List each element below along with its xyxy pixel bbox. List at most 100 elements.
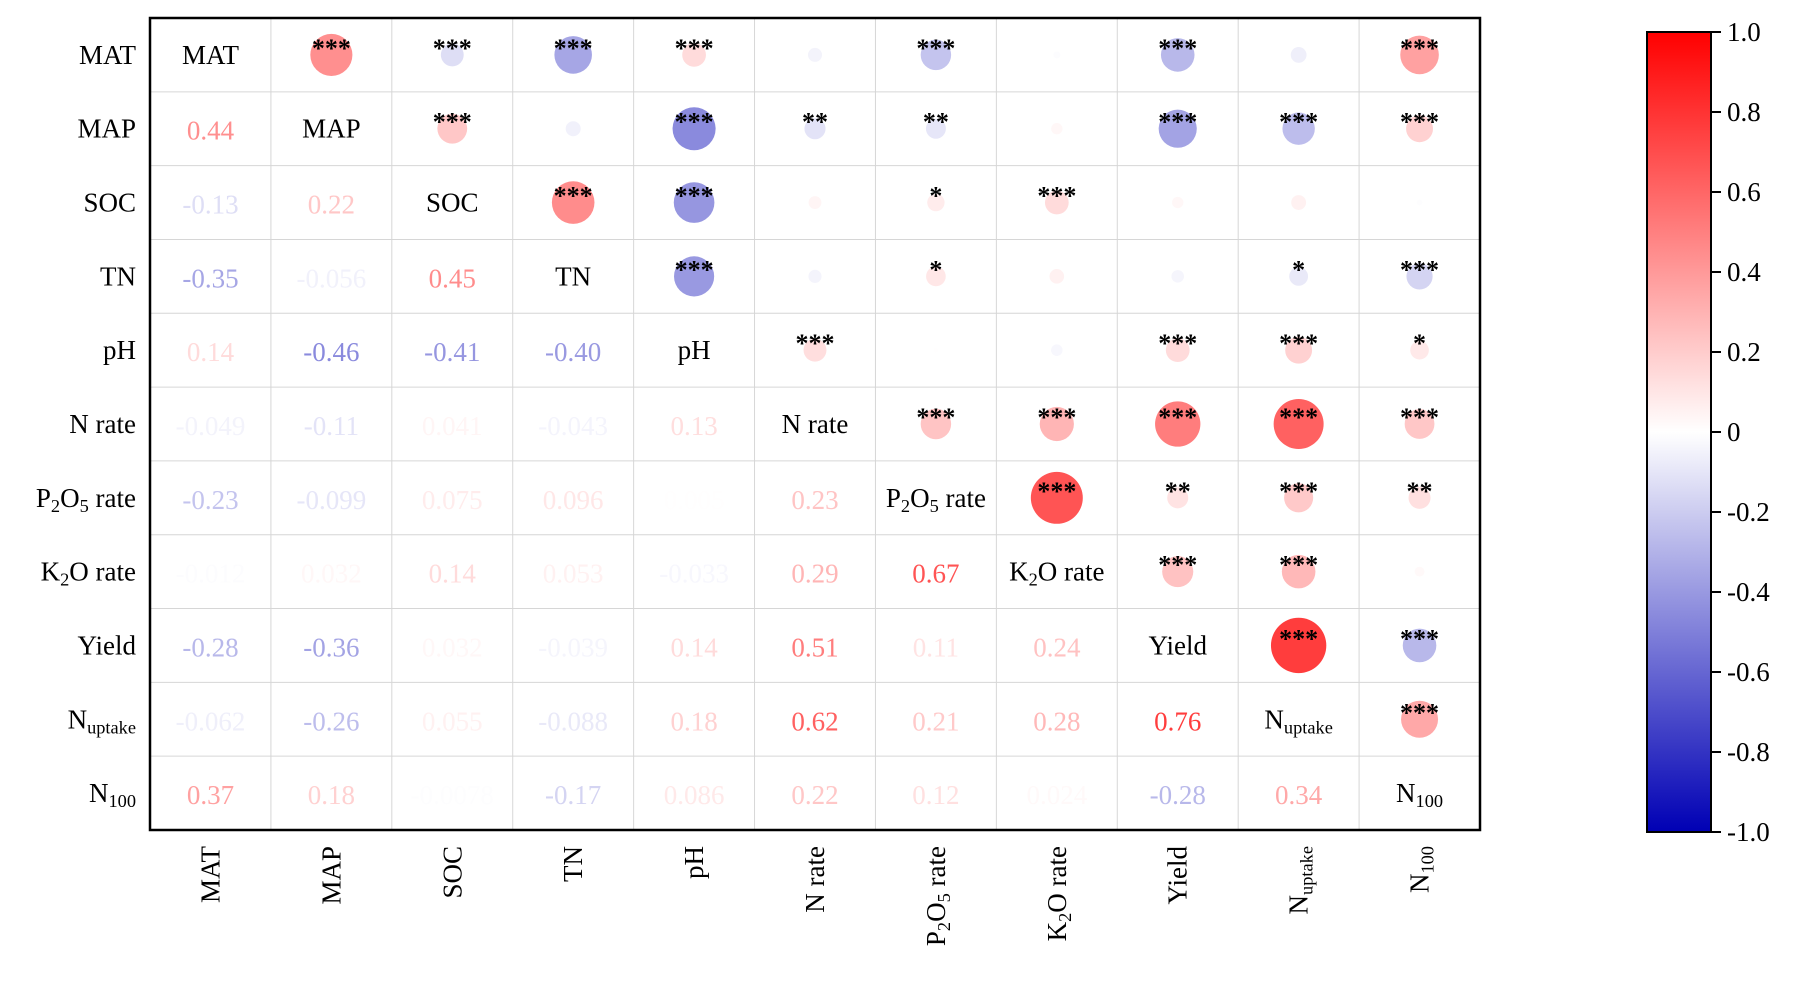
diagonal-label: pH xyxy=(678,335,711,365)
significance-marker: * xyxy=(929,255,942,284)
significance-marker: *** xyxy=(1400,34,1439,63)
diagonal-label: N rate xyxy=(782,409,849,439)
correlation-circle xyxy=(1044,190,1069,215)
significance-marker: ** xyxy=(1165,477,1191,506)
column-label: K2O rate xyxy=(1042,846,1075,941)
diagonal-label: K2O rate xyxy=(1009,557,1104,590)
correlation-circle xyxy=(1030,471,1083,524)
significance-marker: *** xyxy=(675,182,714,211)
significance-marker: *** xyxy=(1279,551,1318,580)
column-label: TN xyxy=(558,846,588,882)
correlation-value-label: 0.24 xyxy=(1033,632,1081,662)
significance-marker: *** xyxy=(554,34,593,63)
significance-marker: *** xyxy=(1279,329,1318,358)
correlation-circle xyxy=(926,266,946,287)
row-label: N100 xyxy=(89,778,136,811)
correlation-value-label: 0.22 xyxy=(791,780,838,810)
row-label: P2O5 rate xyxy=(36,483,136,516)
significance-marker: *** xyxy=(1037,477,1076,506)
correlation-value-label: -0.043 xyxy=(538,411,608,441)
correlation-circle xyxy=(682,43,706,67)
colorbar: 1.0 0.8 0.6 0.4 0.2 0 -0.2 -0.4 -0.6 -0.8 -1.0 xyxy=(1646,17,1770,847)
correlation-value-label: -0.28 xyxy=(1150,780,1206,810)
correlation-value-label: 0.005 xyxy=(664,485,725,515)
correlation-circle xyxy=(1291,195,1307,210)
correlation-value-label: 0.032 xyxy=(301,559,362,589)
colorbar-tick-label: 0 xyxy=(1727,417,1741,447)
correlation-value-label: 0.18 xyxy=(308,780,355,810)
correlation-circle xyxy=(1402,628,1437,663)
correlation-value-label: 0.21 xyxy=(912,706,959,736)
correlation-value-label: -0.40 xyxy=(545,337,601,367)
colorbar-tick-label: -0.4 xyxy=(1727,577,1770,607)
grid-layer xyxy=(148,16,1482,832)
correlation-circle xyxy=(551,181,595,224)
correlation-value-label: 0.075 xyxy=(422,485,483,515)
significance-marker: ** xyxy=(923,108,949,137)
colorbar-tick-label: 0.8 xyxy=(1727,97,1761,127)
correlation-value-label: 0.053 xyxy=(543,559,604,589)
correlation-value-label: 0.032 xyxy=(422,632,483,662)
correlation-value-label: -0.099 xyxy=(296,485,366,515)
correlation-circle xyxy=(674,256,715,297)
significance-marker: *** xyxy=(1400,698,1439,727)
correlation-value-label: -0.088 xyxy=(538,706,608,736)
correlation-value-label: 0.14 xyxy=(429,559,477,589)
diagonal-label: SOC xyxy=(426,188,479,218)
correlation-circle xyxy=(1049,269,1065,284)
correlation-circle xyxy=(1406,263,1433,290)
correlation-value-label: -0.012 xyxy=(176,559,246,589)
column-label: Yield xyxy=(1163,846,1193,905)
correlation-circle xyxy=(1404,409,1435,439)
row-label: K2O rate xyxy=(41,557,136,590)
significance-marker: *** xyxy=(1037,403,1076,432)
correlation-value-label: 0.041 xyxy=(422,411,483,441)
colorbar-gradient xyxy=(1646,31,1712,833)
correlation-circle xyxy=(1273,399,1324,449)
significance-marker: *** xyxy=(312,34,351,63)
correlation-value-label: -0.13 xyxy=(182,190,238,220)
correlation-circle xyxy=(1165,338,1190,363)
correlation-value-label: -0.062 xyxy=(176,706,246,736)
significance-marker: *** xyxy=(675,255,714,284)
cells-layer: MAT *** *** *** *** *** *** ***0.44 MAP *** *** ** *… xyxy=(176,33,1443,811)
significance-marker: *** xyxy=(1158,551,1197,580)
row-label: SOC xyxy=(83,188,136,218)
correlation-value-label: -0.26 xyxy=(303,706,359,736)
correlation-circle xyxy=(1406,115,1434,143)
significance-marker: *** xyxy=(1400,403,1439,432)
colorbar-tick-label: -1.0 xyxy=(1727,817,1770,847)
correlation-circle xyxy=(808,196,822,209)
column-labels: MAT MAP SOC TN pH N rate P2O5 rate K2O rate Yiel… xyxy=(195,846,1437,947)
correlation-value-label: 0.34 xyxy=(1275,780,1323,810)
correlation-circle xyxy=(927,193,945,212)
correlation-value-label: 0.76 xyxy=(1154,706,1201,736)
correlation-circle xyxy=(1410,340,1429,360)
correlation-value-label: -0.11 xyxy=(304,411,359,441)
significance-marker: *** xyxy=(1279,624,1318,653)
correlation-value-label: -0.36 xyxy=(303,632,359,662)
correlation-circle xyxy=(920,408,952,440)
colorbar-tick-label: -0.6 xyxy=(1727,657,1770,687)
correlation-circle xyxy=(804,118,826,140)
correlation-value-label: 0.29 xyxy=(791,559,838,589)
significance-marker: *** xyxy=(433,34,472,63)
correlation-value-label: 0.62 xyxy=(791,706,838,736)
correlation-value-label: 0.096 xyxy=(543,485,604,515)
colorbar-tick-label: -0.2 xyxy=(1727,497,1770,527)
significance-marker: *** xyxy=(1158,108,1197,137)
correlation-circle xyxy=(1408,486,1431,509)
correlation-circle xyxy=(1416,199,1423,206)
colorbar-tick-label: 0.6 xyxy=(1727,177,1761,207)
column-label: N rate xyxy=(800,846,830,913)
correlation-value-label: 0.22 xyxy=(308,190,355,220)
correlation-value-label: 0.67 xyxy=(912,559,959,589)
significance-marker: *** xyxy=(796,329,835,358)
correlation-value-label: 0.086 xyxy=(664,780,725,810)
correlation-circle xyxy=(1414,566,1425,577)
correlation-value-label: -0.41 xyxy=(424,337,480,367)
significance-marker: *** xyxy=(1158,34,1197,63)
correlation-value-label: -0.0078 xyxy=(411,780,494,810)
diagonal-label: Nuptake xyxy=(1264,704,1332,737)
